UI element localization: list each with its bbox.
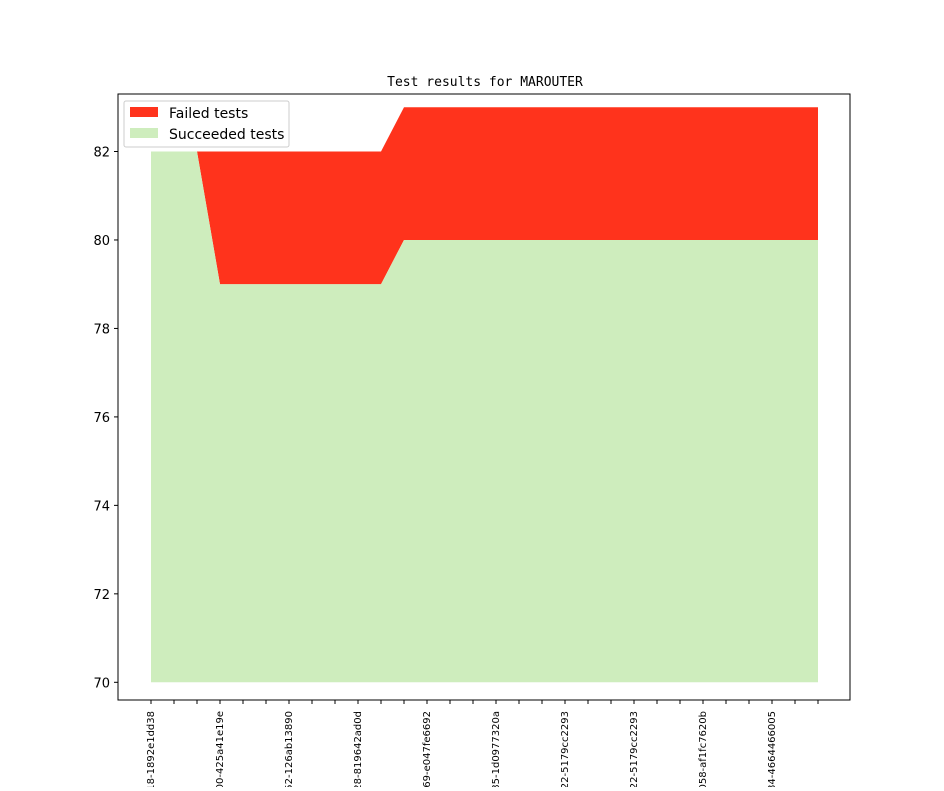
y-tick-label: 74 [93, 499, 110, 514]
plot-frame [117, 93, 851, 701]
legend-swatch-succeeded [130, 128, 158, 138]
legend: Failed tests Succeeded tests [123, 100, 290, 148]
x-tick-label: 18-1892e1dd38 [146, 711, 157, 787]
x-axis: 18-1892e1dd38 00-425a41e19e 52-126ab13890 2… [146, 700, 819, 791]
area-failed-tests [151, 107, 818, 285]
x-tick-label: 00-425a41e19e [215, 711, 226, 787]
x-tick-label: 22-5179cc2293 [560, 711, 571, 787]
x-tick-label: 28-819642ad0d [353, 711, 364, 787]
y-tick-label: 70 [93, 676, 110, 691]
y-tick-label: 76 [93, 411, 110, 426]
y-tick-label: 80 [93, 234, 110, 249]
legend-box [123, 100, 290, 148]
x-tick-label: 84-4664466005 [767, 711, 778, 787]
y-tick-label: 78 [93, 322, 110, 337]
legend-label-succeeded: Succeeded tests [169, 127, 284, 143]
x-tick-label: 52-126ab13890 [284, 711, 295, 787]
y-axis: 70 72 74 76 78 80 82 [93, 146, 118, 691]
area-succeeded-tests [151, 151, 818, 683]
x-tick-label: 85-1d0977320a [491, 711, 502, 787]
series-areas [151, 107, 818, 683]
chart-title: Test results for MAROUTER [387, 75, 583, 90]
y-tick-label: 82 [93, 146, 110, 161]
y-tick-label: 72 [93, 588, 110, 603]
legend-swatch-failed [130, 107, 158, 117]
x-tick-label: 69-e047fe6692 [422, 711, 433, 787]
x-tick-label: 22-5179cc2293 [629, 711, 640, 787]
legend-label-failed: Failed tests [169, 106, 248, 122]
x-tick-label: 058-af1fc7620b [698, 711, 709, 787]
plot-area [117, 93, 851, 701]
